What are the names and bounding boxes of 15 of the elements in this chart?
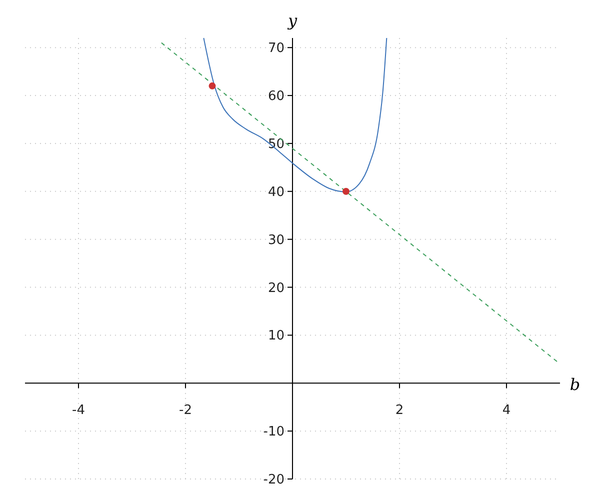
y-tick-label: -10 [263, 424, 284, 440]
x-tick-label: 2 [395, 403, 404, 418]
y-tick-label: 20 [268, 280, 284, 296]
y-tick-label: 60 [268, 89, 284, 104]
x-tick-label: -4 [72, 403, 85, 418]
y-tick-label: 10 [268, 328, 284, 344]
y-tick-label: 50 [268, 137, 284, 152]
x-tick-label: 4 [502, 403, 511, 418]
y-tick-label: 40 [268, 184, 284, 200]
y-tick-label: 30 [268, 232, 284, 248]
x-tick-label: -2 [179, 403, 192, 418]
x-axis-title: b [570, 375, 580, 394]
y-tick-label: -20 [263, 472, 284, 488]
y-axis-title: y [286, 11, 298, 30]
y-tick-label: 70 [268, 41, 284, 56]
